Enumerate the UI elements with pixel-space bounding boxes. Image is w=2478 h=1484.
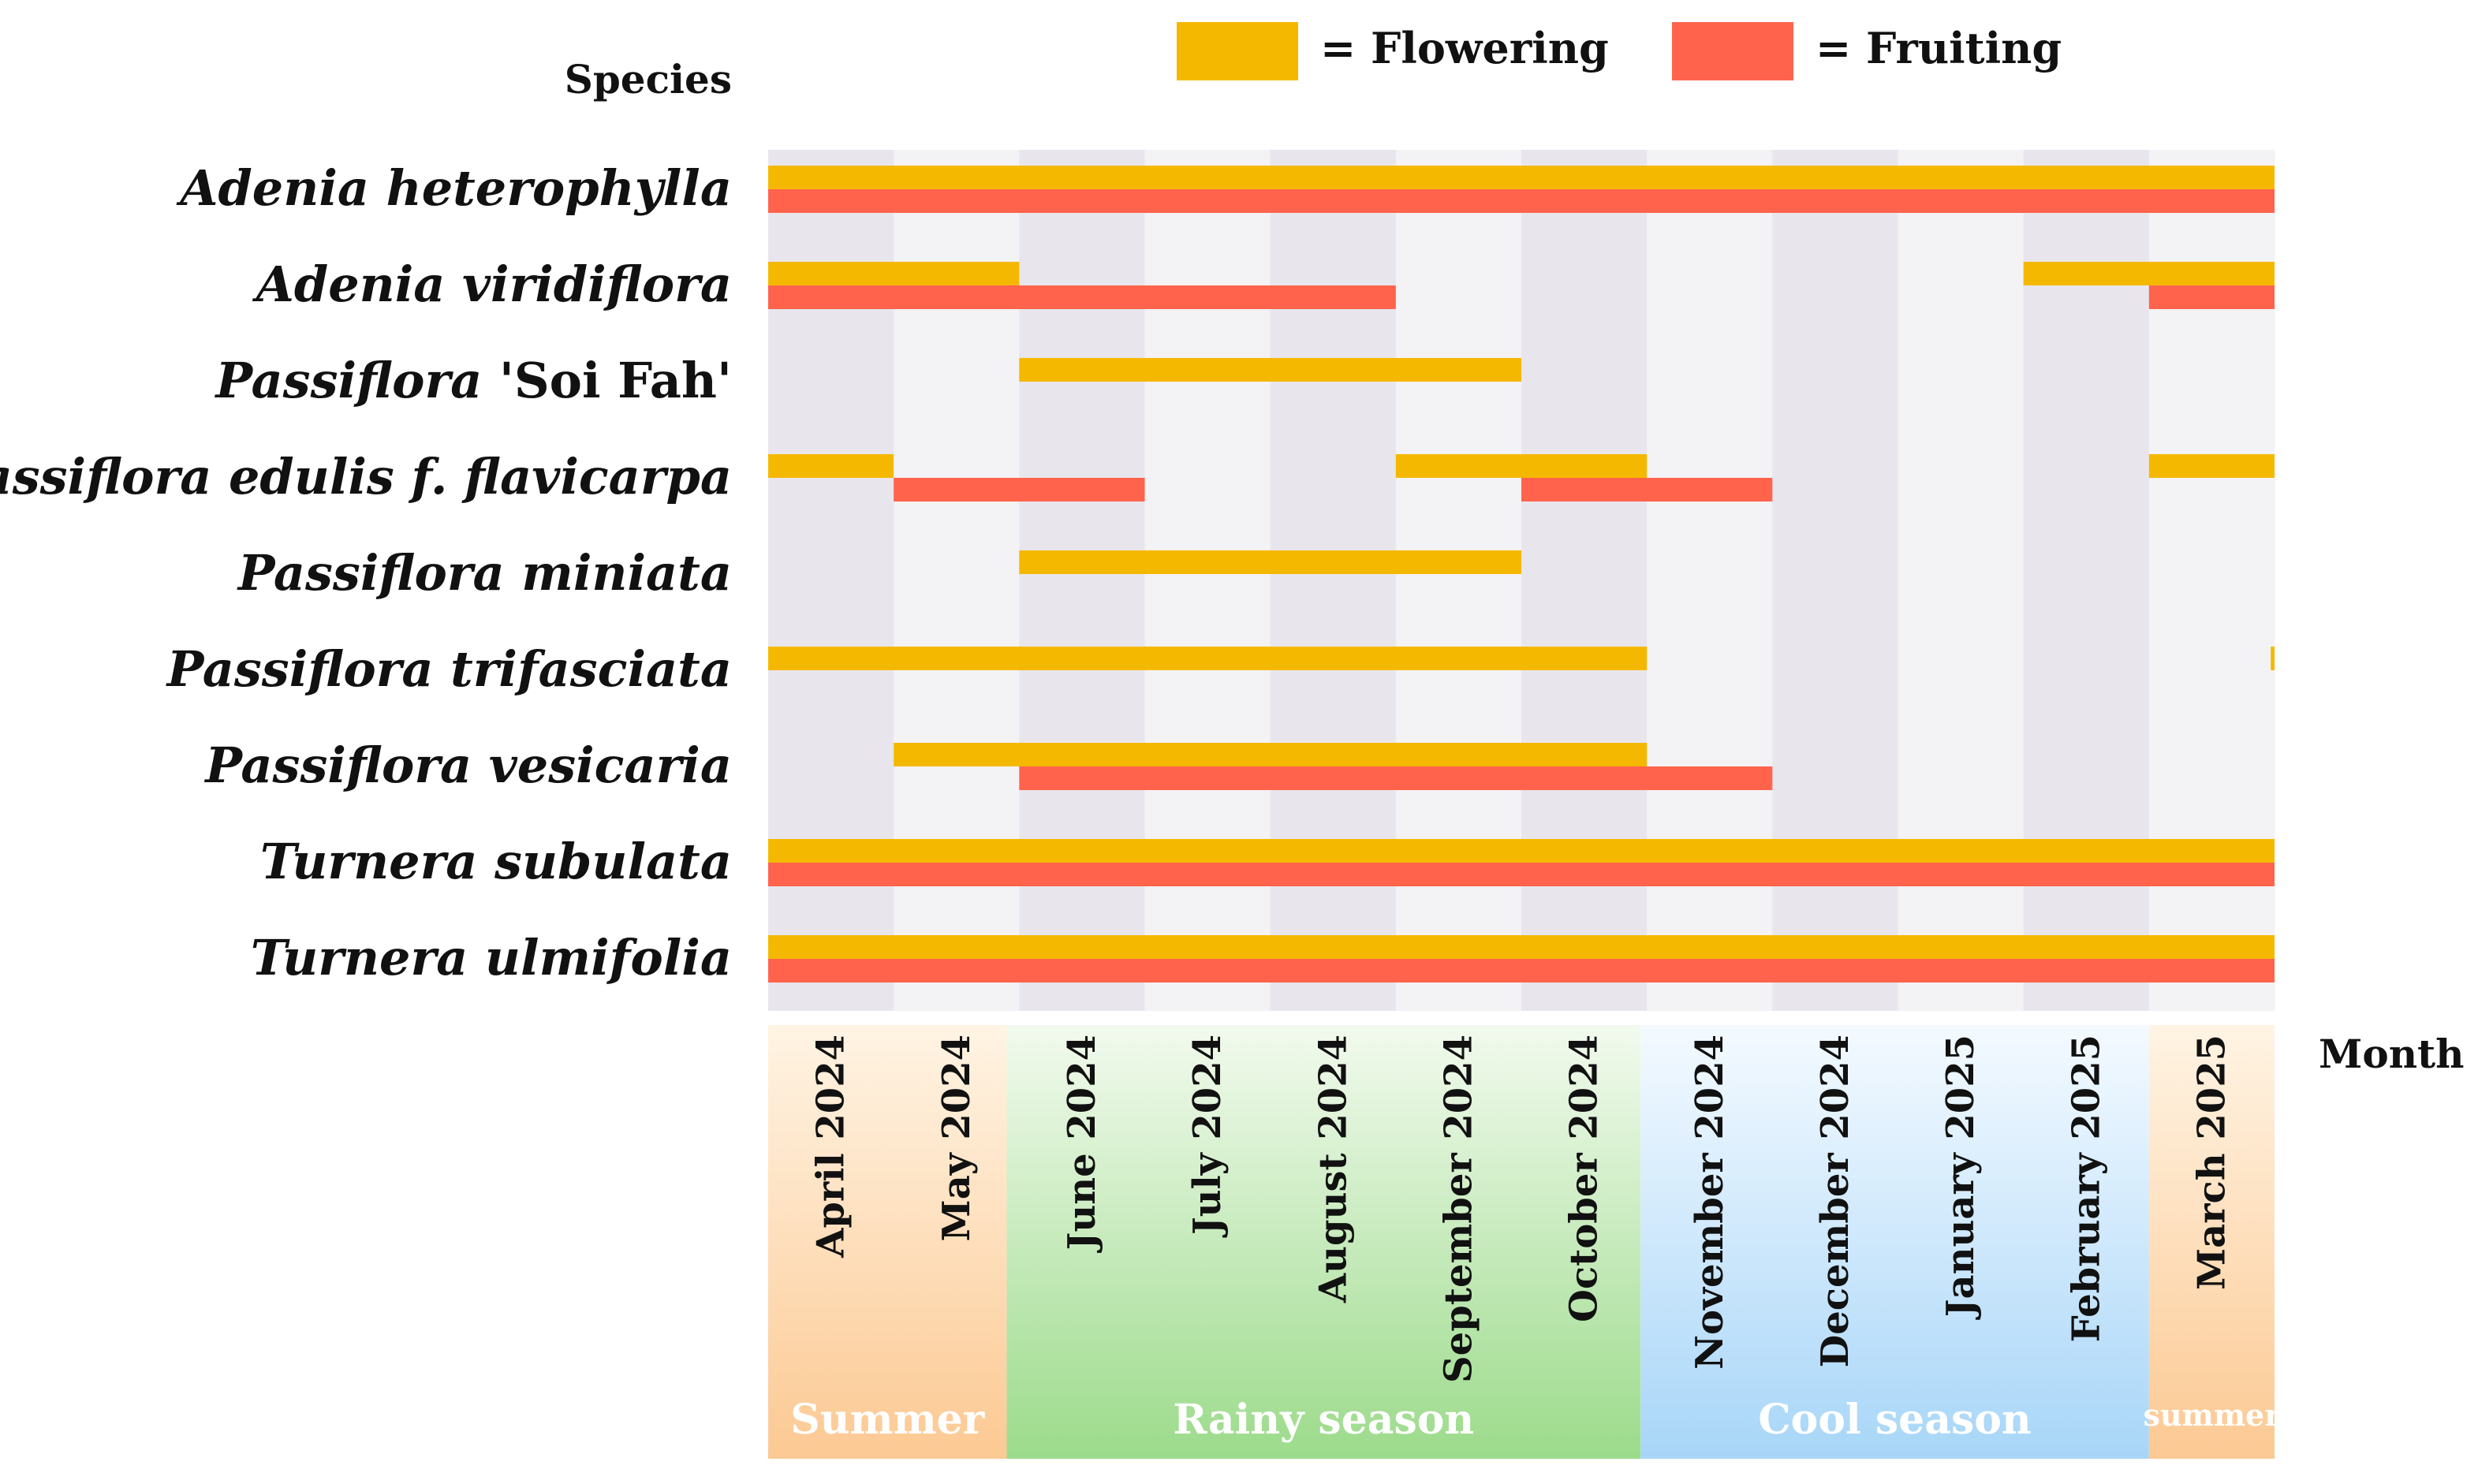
- month-labels: April 2024 May 2024 June 2024 July 2024 Augu…: [809, 1035, 2234, 1383]
- month-label: April 2024: [809, 1035, 853, 1258]
- x-axis-title: Month: [2319, 1031, 2465, 1077]
- species-label: Adenia viridiflora: [252, 255, 732, 313]
- flowering-bar: [768, 262, 1020, 285]
- species-label: Passiflora 'Soi Fah': [215, 352, 732, 409]
- season-band: [1640, 1025, 2149, 1459]
- species-name-italic: Adenia viridiflora: [252, 255, 732, 313]
- month-label: June 2024: [1060, 1035, 1104, 1253]
- season-label: Summer: [790, 1396, 984, 1444]
- month-label: August 2024: [1311, 1035, 1355, 1303]
- species-name-italic: Turnera ulmifolia: [251, 929, 732, 986]
- flowering-bar: [2148, 454, 2275, 478]
- species-cultivar: 'Soi Fah': [482, 352, 732, 409]
- flowering-bar: [1395, 454, 1648, 478]
- species-name-italic: Passiflora trifasciata: [166, 640, 732, 698]
- species-label: Turnera ulmifolia: [251, 929, 732, 986]
- legend-label-fruiting: = Fruiting: [1816, 23, 2062, 73]
- season-band: [2148, 1025, 2275, 1459]
- month-label: February 2025: [2064, 1035, 2108, 1342]
- month-label: July 2024: [1185, 1035, 1230, 1238]
- fruiting-bar: [2148, 285, 2275, 309]
- fruiting-bar: [1521, 478, 1773, 502]
- species-label: Passiflora vesicaria: [203, 736, 732, 794]
- month-label: May 2024: [935, 1035, 979, 1241]
- species-name-italic: Passiflora edulis f. flavicarpa: [0, 448, 732, 505]
- month-label: December 2024: [1813, 1035, 1857, 1367]
- flowering-bar: [1019, 550, 1521, 574]
- species-label: Passiflora trifasciata: [166, 640, 732, 698]
- species-name-italic: Passiflora miniata: [237, 544, 732, 602]
- season-band: [768, 1025, 1007, 1459]
- month-label: October 2024: [1562, 1035, 1607, 1322]
- species-name-italic: Passiflora vesicaria: [203, 736, 732, 794]
- month-label: January 2025: [1939, 1035, 1983, 1320]
- flowering-bar: [768, 166, 2275, 189]
- species-label: Passiflora miniata: [237, 544, 732, 602]
- flowering-bar: [768, 647, 1648, 670]
- species-label: Passiflora edulis f. flavicarpa: [0, 448, 732, 505]
- fruiting-bar: [1019, 766, 1773, 790]
- flowering-bar: [2271, 647, 2275, 670]
- species-label: Adenia heterophylla: [176, 159, 732, 217]
- season-label: summer: [2144, 1397, 2282, 1433]
- legend-swatch-flowering: [1177, 22, 1298, 80]
- fruiting-bar: [768, 189, 2275, 213]
- species-labels: Adenia heterophylla Adenia viridiflora Pas…: [0, 159, 732, 986]
- fruiting-bar: [894, 478, 1145, 502]
- y-axis-title: Species: [565, 56, 732, 103]
- species-name-italic: Turnera subulata: [260, 833, 732, 890]
- species-label: Turnera subulata: [260, 833, 732, 890]
- species-name-italic: Adenia heterophylla: [176, 159, 732, 217]
- flowering-bar: [1019, 358, 1521, 382]
- legend-swatch-fruiting: [1672, 22, 1793, 80]
- flowering-bar: [2023, 262, 2275, 285]
- species-name-italic: Passiflora: [215, 352, 483, 409]
- flowering-bar: [768, 454, 894, 478]
- season-label: Cool season: [1758, 1396, 2031, 1444]
- month-label: March 2025: [2189, 1035, 2234, 1290]
- season-label: Rainy season: [1173, 1396, 1474, 1444]
- season-band: [1006, 1025, 1641, 1459]
- fruiting-bar: [768, 863, 2275, 886]
- phenology-bars: [768, 166, 2275, 982]
- flowering-bar: [768, 935, 2275, 959]
- fruiting-bar: [768, 959, 2275, 982]
- flowering-bar: [768, 839, 2275, 863]
- month-label: September 2024: [1436, 1035, 1480, 1383]
- season-bands: [768, 1025, 2275, 1459]
- legend-label-flowering: = Flowering: [1320, 23, 1609, 73]
- season-labels: Summer Rainy season Cool season summer: [790, 1396, 2281, 1444]
- fruiting-bar: [768, 285, 1396, 309]
- month-label: November 2024: [1688, 1035, 1732, 1370]
- flowering-bar: [894, 743, 1648, 766]
- legend: = Flowering = Fruiting: [1177, 22, 2062, 80]
